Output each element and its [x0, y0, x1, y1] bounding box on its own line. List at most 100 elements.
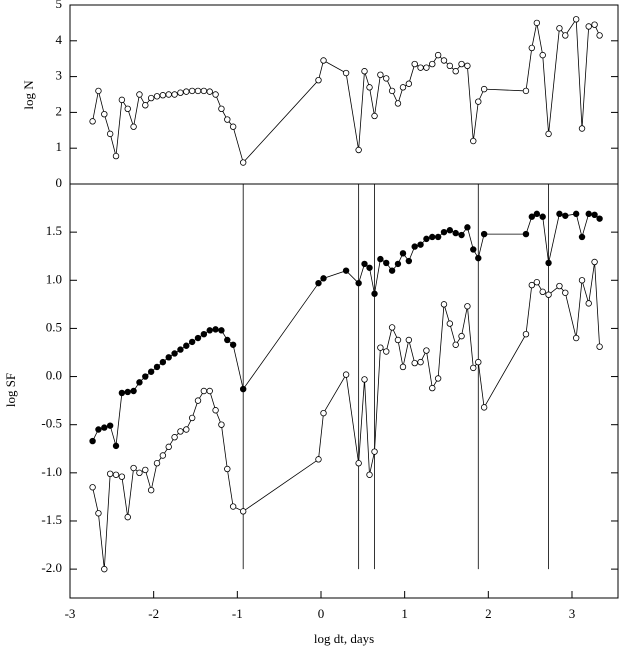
data-point	[528, 213, 536, 220]
data-point	[142, 373, 149, 380]
data-point	[361, 68, 368, 75]
data-point	[452, 68, 459, 75]
data-point	[578, 125, 586, 132]
data-point	[315, 456, 322, 463]
data-point	[417, 358, 424, 366]
data-point	[528, 281, 536, 289]
data-point	[585, 210, 592, 218]
data-point	[95, 510, 102, 517]
y-tick-label: 0.0	[46, 368, 62, 383]
data-point	[417, 64, 424, 71]
data-point	[528, 44, 536, 52]
series-line	[92, 213, 600, 447]
plot-frame	[69, 183, 619, 599]
data-point	[106, 470, 114, 477]
y-tick-label: 2	[56, 103, 63, 118]
data-point	[585, 23, 592, 30]
data-point	[342, 267, 350, 274]
data-point	[177, 428, 184, 435]
data-point	[405, 257, 413, 265]
y-tick-label: 1	[56, 139, 63, 154]
data-point	[218, 105, 225, 113]
data-point	[533, 210, 541, 218]
data-point	[130, 123, 137, 130]
data-point	[171, 350, 178, 357]
data-point	[464, 224, 471, 231]
series-line	[92, 261, 600, 570]
data-point	[480, 404, 488, 411]
data-point	[239, 159, 247, 166]
data-point	[405, 80, 413, 87]
data-point	[440, 57, 448, 64]
data-point	[591, 258, 598, 266]
data-point	[118, 96, 126, 104]
data-point	[124, 513, 131, 521]
data-point	[434, 51, 442, 59]
data-point	[112, 152, 120, 160]
x-tick-label: 2	[485, 606, 492, 621]
y-tick-label: 3	[56, 68, 63, 83]
data-point	[383, 259, 390, 267]
data-point	[229, 123, 237, 130]
data-point	[342, 69, 350, 77]
data-point	[377, 344, 384, 351]
data-point	[320, 57, 327, 64]
data-point	[159, 92, 167, 99]
data-point	[194, 334, 202, 342]
data-point	[118, 473, 126, 480]
data-point	[218, 327, 225, 334]
x-tick-label: 3	[569, 606, 576, 621]
data-point	[130, 464, 137, 472]
data-point	[165, 354, 172, 361]
data-point	[124, 105, 131, 113]
data-point	[556, 25, 563, 32]
data-point	[212, 91, 219, 98]
data-point	[394, 336, 402, 344]
data-point	[183, 426, 190, 433]
data-point	[101, 565, 108, 573]
data-point	[224, 465, 231, 473]
data-point	[591, 211, 598, 219]
data-point	[320, 275, 327, 282]
data-point	[206, 88, 213, 95]
data-point	[533, 279, 541, 286]
data-point	[572, 210, 580, 218]
data-point	[458, 332, 465, 340]
data-point	[112, 442, 120, 450]
data-point	[399, 363, 407, 371]
data-point	[596, 215, 603, 222]
data-point	[399, 250, 407, 257]
data-point	[89, 118, 96, 125]
data-point	[475, 358, 482, 366]
data-point	[188, 414, 196, 422]
data-point	[159, 358, 167, 366]
data-point	[224, 336, 231, 344]
data-point	[545, 291, 552, 298]
data-point	[596, 343, 603, 350]
data-point	[388, 87, 396, 95]
data-point	[446, 320, 454, 327]
plot-frame	[69, 4, 619, 185]
data-point	[106, 130, 114, 138]
data-point	[194, 87, 202, 95]
data-point	[388, 324, 396, 331]
data-point	[539, 213, 546, 220]
data-point	[572, 334, 580, 342]
data-point	[106, 422, 114, 429]
data-point	[458, 60, 465, 68]
data-point	[95, 426, 102, 433]
data-point	[440, 228, 448, 236]
data-point	[130, 387, 137, 395]
data-point	[177, 89, 184, 96]
data-point	[371, 290, 378, 297]
data-point	[218, 421, 225, 428]
data-point	[464, 303, 471, 310]
data-point	[153, 363, 161, 371]
data-point	[153, 93, 161, 100]
data-point	[405, 336, 413, 344]
y-tick-label: 1.0	[46, 271, 62, 286]
y-tick-label: -1.0	[41, 464, 62, 479]
data-point	[591, 21, 598, 28]
data-point	[212, 407, 219, 414]
data-point	[480, 230, 488, 238]
